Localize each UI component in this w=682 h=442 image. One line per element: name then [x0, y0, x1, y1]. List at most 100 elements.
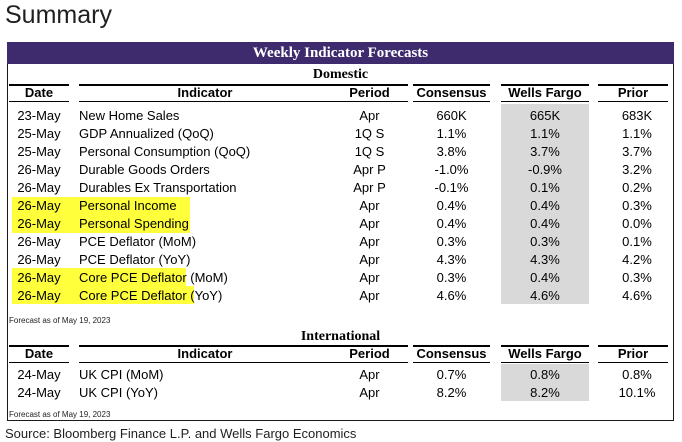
cell-consensus: 0.3% — [436, 270, 467, 285]
cell-wells-fargo: 0.4% — [530, 198, 560, 213]
cell-period: Apr — [359, 367, 380, 382]
rule — [331, 345, 408, 347]
rule — [598, 362, 668, 363]
cell-date: 26-May — [17, 252, 61, 267]
intl-col-header-indicator: Indicator — [177, 346, 233, 361]
cell-consensus: 0.3% — [436, 234, 467, 249]
cell-prior: 1.1% — [622, 126, 652, 141]
highlight-core-pce-yoy — [12, 286, 194, 304]
rule — [413, 84, 490, 86]
cell-indicator: Durable Goods Orders — [79, 162, 210, 177]
cell-indicator: Core PCE Deflator (MoM) — [79, 270, 228, 285]
table-title: Weekly Indicator Forecasts — [7, 42, 674, 64]
cell-date: 26-May — [17, 234, 61, 249]
cell-consensus: 0.4% — [436, 216, 467, 231]
cell-date: 26-May — [17, 216, 61, 231]
cell-indicator: GDP Annualized (QoQ) — [79, 126, 214, 141]
rule — [79, 362, 331, 363]
rule — [413, 101, 490, 102]
international-footnote: Forecast as of May 19, 2023 — [9, 410, 111, 419]
cell-period: 1Q S — [354, 126, 385, 141]
cell-consensus: 0.7% — [436, 367, 467, 382]
cell-date: 23-May — [17, 108, 61, 123]
rule — [501, 101, 589, 102]
rule — [79, 101, 331, 102]
cell-prior: 683K — [621, 108, 653, 123]
cell-indicator: Personal Consumption (QoQ) — [79, 144, 251, 159]
intl-col-header-period: Period — [349, 346, 390, 361]
cell-date: 26-May — [17, 288, 61, 303]
cell-period: 1Q S — [354, 144, 385, 159]
rule — [331, 101, 408, 102]
cell-date: 24-May — [17, 367, 61, 382]
cell-wells-fargo: 0.8% — [530, 367, 560, 382]
cell-prior: 0.0% — [622, 216, 652, 231]
cell-period: Apr — [359, 252, 380, 267]
domestic-section-title: Domestic — [312, 67, 369, 82]
cell-date: 26-May — [17, 162, 61, 177]
cell-consensus: 1.1% — [436, 126, 467, 141]
rule — [9, 84, 69, 86]
col-header-wells-fargo: Wells Fargo — [508, 85, 582, 100]
rule — [9, 101, 69, 102]
domestic-footnote: Forecast as of May 19, 2023 — [9, 316, 111, 325]
col-header-period: Period — [349, 85, 390, 100]
intl-col-header-prior: Prior — [617, 346, 649, 361]
cell-indicator: New Home Sales — [79, 108, 180, 123]
cell-wells-fargo: 0.3% — [530, 234, 560, 249]
cell-prior: 0.3% — [622, 270, 652, 285]
cell-consensus: 3.8% — [436, 144, 467, 159]
rule — [331, 362, 408, 363]
cell-consensus: -0.1% — [434, 180, 469, 195]
rule — [9, 345, 69, 347]
cell-period: Apr — [359, 234, 380, 249]
rule — [598, 345, 668, 347]
col-header-consensus: Consensus — [416, 85, 487, 100]
cell-period: Apr P — [353, 180, 386, 195]
cell-prior: 0.1% — [622, 234, 652, 249]
cell-period: Apr — [359, 385, 380, 400]
cell-wells-fargo: 4.3% — [530, 252, 560, 267]
cell-wells-fargo: 4.6% — [530, 288, 560, 303]
rule — [598, 84, 668, 86]
cell-wells-fargo: 3.7% — [530, 144, 560, 159]
rule — [501, 362, 589, 363]
cell-indicator: PCE Deflator (YoY) — [79, 252, 191, 267]
cell-prior: 0.3% — [622, 198, 652, 213]
cell-date: 26-May — [17, 180, 61, 195]
source-note: Source: Bloomberg Finance L.P. and Wells… — [5, 426, 357, 441]
wells-fargo-column-shading — [501, 104, 589, 304]
cell-period: Apr — [359, 198, 380, 213]
rule — [413, 362, 490, 363]
highlight-core-pce-mom — [12, 268, 186, 286]
cell-wells-fargo: 1.1% — [530, 126, 560, 141]
wells-fargo-column-shading-intl — [501, 364, 589, 401]
cell-prior: 4.6% — [622, 288, 652, 303]
highlight-personal-spending — [12, 215, 190, 233]
cell-date: 26-May — [17, 270, 61, 285]
rule — [413, 345, 490, 347]
rule — [79, 84, 331, 86]
cell-indicator: UK CPI (YoY) — [79, 385, 158, 400]
col-header-prior: Prior — [617, 85, 649, 100]
cell-date: 25-May — [17, 126, 61, 141]
cell-period: Apr P — [353, 162, 386, 177]
cell-date: 26-May — [17, 198, 61, 213]
cell-period: Apr — [359, 108, 380, 123]
cell-wells-fargo: 8.2% — [530, 385, 560, 400]
cell-prior: 0.2% — [622, 180, 652, 195]
cell-consensus: 660K — [436, 108, 467, 123]
cell-period: Apr — [359, 288, 380, 303]
cell-period: Apr — [359, 216, 380, 231]
cell-consensus: 8.2% — [436, 385, 467, 400]
cell-consensus: 0.4% — [436, 198, 467, 213]
cell-wells-fargo: 665K — [529, 108, 561, 123]
intl-col-header-consensus: Consensus — [416, 346, 487, 361]
cell-indicator: Durables Ex Transportation — [79, 180, 237, 195]
cell-wells-fargo: -0.9% — [528, 162, 562, 177]
page-title: Summary — [5, 1, 112, 29]
cell-period: Apr — [359, 270, 380, 285]
cell-prior: 3.7% — [622, 144, 652, 159]
cell-wells-fargo: 0.4% — [530, 270, 560, 285]
cell-prior: 10.1% — [618, 385, 656, 400]
